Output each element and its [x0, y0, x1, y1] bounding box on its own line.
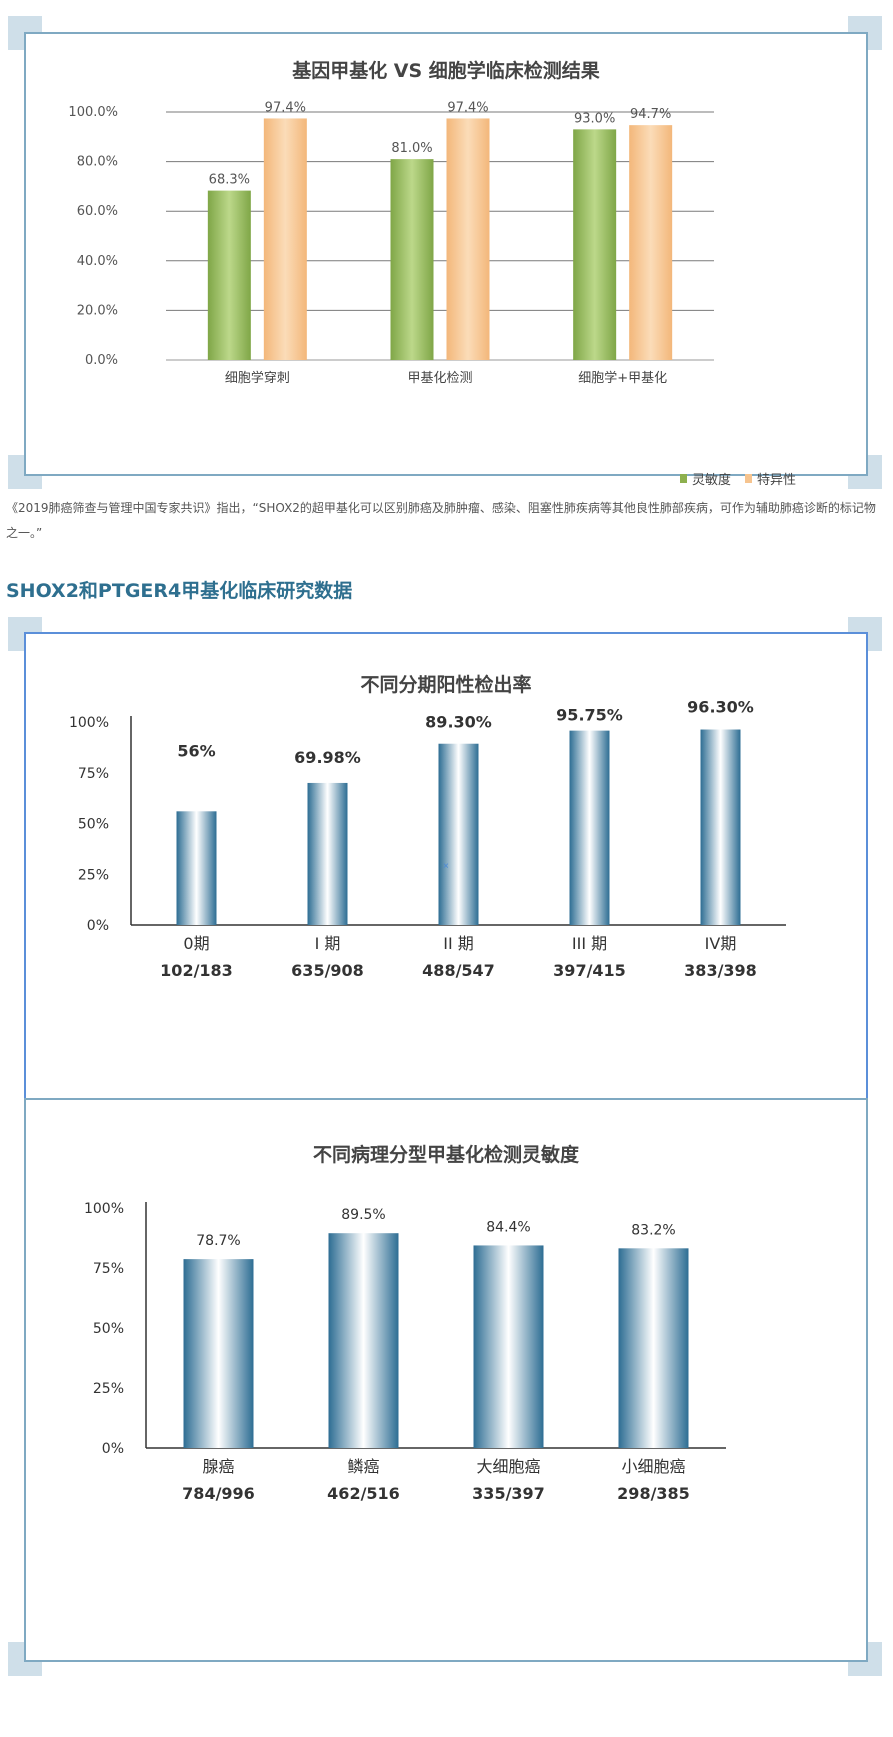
legend-item-sensitivity: 灵敏度 — [679, 469, 731, 488]
bar — [629, 125, 673, 360]
y-tick-label: 100.0% — [68, 105, 118, 120]
y-tick-label: 100% — [84, 1201, 124, 1217]
bar — [446, 118, 490, 360]
x-tick-label: 细胞学穿刺 — [225, 370, 290, 386]
y-tick-label: 50% — [93, 1321, 124, 1337]
data-label: 81.0% — [391, 141, 432, 156]
bar — [183, 1259, 254, 1448]
data-label: 94.7% — [630, 107, 671, 122]
legend-swatch-green — [679, 474, 687, 483]
chart-frame-pathology-sensitivity: 不同病理分型甲基化检测灵敏度 0% 25% 50% 75% 100% 78.7% 腺癌 784… — [24, 1098, 868, 1662]
y-tick-label: 100% — [69, 715, 109, 731]
bar — [390, 159, 434, 360]
data-label: 68.3% — [209, 173, 250, 188]
x-sublabel: 383/398 — [684, 961, 757, 980]
bar — [700, 729, 741, 925]
caption-text: 《2019肺癌筛查与管理中国专家共识》指出，“SHOX2的超甲基化可以区别肺癌及… — [6, 501, 876, 540]
x-tick-label: 腺癌 — [202, 1457, 234, 1476]
y-tick-label: 0% — [87, 918, 109, 934]
x-sublabel: 488/547 — [422, 961, 495, 980]
cursor-marker-icon: × — [443, 861, 449, 872]
bar — [307, 782, 348, 925]
data-label: 89.5% — [341, 1207, 385, 1223]
legend-label: 特异性 — [756, 473, 796, 488]
bar — [473, 1245, 544, 1448]
chart-title: 不同病理分型甲基化检测灵敏度 — [312, 1144, 579, 1166]
bar — [328, 1233, 399, 1448]
data-label: 69.98% — [294, 748, 361, 767]
x-tick-label: 甲基化检测 — [407, 371, 472, 386]
bar — [569, 730, 610, 925]
data-label: 89.30% — [425, 713, 492, 732]
y-tick-label: 25% — [78, 867, 109, 883]
chart-1-plot: 0.0% 20.0% 40.0% 60.0% 80.0% 100.0% 68.3% 97.4%… — [68, 100, 714, 386]
x-sublabel: 102/183 — [160, 961, 233, 980]
section-heading: SHOX2和PTGER4甲基化临床研究数据 — [6, 580, 353, 602]
x-tick-label: 鳞癌 — [347, 1457, 379, 1476]
y-tick-label: 75% — [78, 766, 109, 782]
data-label: 95.75% — [556, 706, 623, 725]
x-sublabel: 335/397 — [472, 1484, 545, 1503]
y-tick-label: 60.0% — [77, 204, 118, 219]
x-tick-label: 小细胞癌 — [621, 1457, 685, 1476]
x-sublabel: 397/415 — [553, 961, 626, 980]
y-tick-label: 50% — [78, 817, 109, 833]
x-tick-label: III 期 — [572, 934, 607, 953]
y-tick-label: 0.0% — [85, 353, 118, 368]
bar — [618, 1248, 689, 1448]
chart-3-plot: 0% 25% 50% 75% 100% 78.7% 腺癌 784/996 89.5% 鳞癌 462/… — [84, 1201, 726, 1503]
legend: 灵敏度 特异性 — [679, 469, 796, 488]
legend-item-specificity: 特异性 — [744, 469, 796, 488]
data-label: 96.30% — [687, 698, 754, 717]
x-tick-label: I 期 — [315, 934, 341, 953]
data-label: 84.4% — [486, 1219, 530, 1235]
data-label: 83.2% — [631, 1222, 675, 1238]
chart-title: 基因甲基化 VS 细胞学临床检测结果 — [292, 60, 600, 82]
x-tick-label: 0期 — [183, 934, 209, 953]
data-label: 78.7% — [196, 1233, 240, 1249]
bar — [207, 190, 251, 360]
chart-frame-methylation-vs-cytology: 基因甲基化 VS 细胞学临床检测结果 0.0% 20.0% 40.0% 60.0% 80… — [24, 32, 868, 488]
y-tick-label: 75% — [93, 1261, 124, 1277]
y-tick-label: 80.0% — [77, 155, 118, 170]
chart-frame-stage-positive-rate: 不同分期阳性检出率 0% 25% 50% 75% 100% 56% 0期 102/183 69.… — [24, 632, 868, 1102]
bar — [573, 129, 617, 360]
data-label: 93.0% — [574, 111, 615, 126]
y-tick-label: 25% — [93, 1381, 124, 1397]
y-tick-label: 20.0% — [77, 303, 118, 318]
chart-2-plot: 0% 25% 50% 75% 100% 56% 0期 102/183 69.98% I 期 635/… — [69, 698, 786, 980]
chart-title: 不同分期阳性检出率 — [360, 674, 532, 696]
y-tick-label: 40.0% — [77, 254, 118, 269]
x-sublabel: 784/996 — [182, 1484, 255, 1503]
data-label: 97.4% — [265, 100, 306, 115]
x-sublabel: 298/385 — [617, 1484, 690, 1503]
legend-swatch-orange — [744, 474, 752, 483]
y-tick-label: 0% — [102, 1441, 124, 1457]
x-sublabel: 462/516 — [327, 1484, 400, 1503]
x-tick-label: 细胞学+甲基化 — [578, 370, 667, 386]
x-sublabel: 635/908 — [291, 961, 364, 980]
legend-label: 灵敏度 — [691, 473, 731, 488]
x-tick-label: IV期 — [705, 934, 737, 953]
x-tick-label: II 期 — [443, 934, 474, 953]
bar — [263, 118, 307, 360]
bar — [176, 811, 217, 925]
data-label: 56% — [177, 741, 215, 760]
bar — [438, 743, 479, 925]
data-label: 97.4% — [447, 100, 488, 115]
x-tick-label: 大细胞癌 — [476, 1457, 540, 1476]
